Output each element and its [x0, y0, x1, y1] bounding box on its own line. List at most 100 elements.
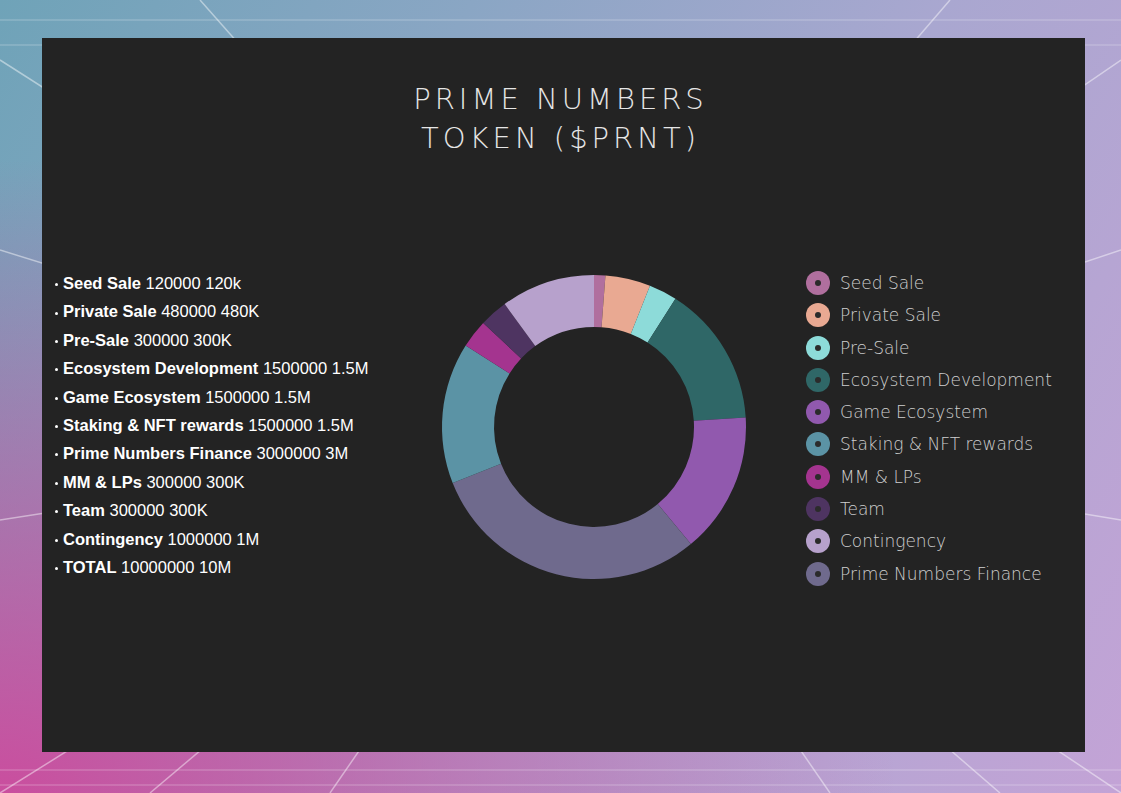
- glow: [0, 0, 1121, 793]
- row-amount: 300000: [134, 331, 189, 349]
- legend-swatch: [806, 303, 830, 327]
- row-short: 300K: [206, 473, 245, 491]
- legend-label: Contingency: [840, 531, 946, 551]
- row-name: Game Ecosystem: [63, 388, 201, 406]
- legend-swatch: [806, 529, 830, 553]
- legend-entry: MM & LPs: [805, 462, 1052, 494]
- legend-label: Ecosystem Development: [840, 370, 1052, 390]
- legend-entry: Seed Sale: [805, 268, 1052, 300]
- row-amount: 3000000: [257, 444, 321, 462]
- slice: [453, 464, 691, 579]
- row-amount: 1500000: [205, 388, 269, 406]
- list-row: Team 300000 300K: [55, 498, 368, 526]
- swatch-center: [815, 312, 821, 318]
- row-amount: 10000000: [121, 558, 194, 576]
- row-short: 300K: [193, 331, 232, 349]
- list-row: Ecosystem Development 1500000 1.5M: [55, 356, 368, 384]
- allocation-list: Seed Sale 120000 120kPrivate Sale 480000…: [55, 271, 368, 583]
- swatch-center: [815, 409, 821, 415]
- list-row: Seed Sale 120000 120k: [55, 271, 368, 299]
- row-name: MM & LPs: [63, 473, 142, 491]
- slices: [442, 275, 746, 579]
- legend-swatch: [806, 497, 830, 521]
- row-name: Ecosystem Development: [63, 359, 258, 377]
- legend-swatch: [806, 336, 830, 360]
- list-row: Staking & NFT rewards 1500000 1.5M: [55, 413, 368, 441]
- legend-label: Team: [840, 499, 885, 519]
- row-name: Staking & NFT rewards: [63, 416, 244, 434]
- list-row: Private Sale 480000 480K: [55, 299, 368, 327]
- row-name: Contingency: [63, 530, 163, 548]
- legend-swatch: [806, 271, 830, 295]
- row-short: 1.5M: [317, 416, 354, 434]
- legend-entry: Prime Numbers Finance: [805, 559, 1052, 591]
- legend-label: Pre-Sale: [840, 338, 910, 358]
- swatch-center: [815, 538, 821, 544]
- row-amount: 300000: [109, 501, 164, 519]
- bullet: [55, 312, 58, 315]
- legend-swatch: [806, 400, 830, 424]
- row-short: 3M: [325, 444, 348, 462]
- row-short: 1.5M: [332, 359, 369, 377]
- legend-entry: Team: [805, 494, 1052, 526]
- title: PRIME NUMBERS TOKEN ($PRNT): [0, 80, 1121, 158]
- bullet: [55, 453, 58, 456]
- legend-entry: Private Sale: [805, 300, 1052, 332]
- legend-entry: Game Ecosystem: [805, 397, 1052, 429]
- slice: [505, 275, 594, 346]
- bullet: [55, 397, 58, 400]
- row-short: 1.5M: [274, 388, 311, 406]
- bullet: [55, 567, 58, 570]
- row-name: Team: [63, 501, 105, 519]
- donut-chart: [0, 0, 1121, 793]
- legend-label: Private Sale: [840, 305, 941, 325]
- swatch-center: [815, 441, 821, 447]
- slice: [648, 299, 746, 421]
- legend-swatch: [806, 562, 830, 586]
- row-short: 300K: [169, 501, 208, 519]
- row-short: 480K: [221, 302, 260, 320]
- legend-swatch: [806, 465, 830, 489]
- grid-line-deco: [0, 770, 1121, 771]
- legend-entry: Staking & NFT rewards: [805, 429, 1052, 461]
- row-amount: 480000: [161, 302, 216, 320]
- legend-label: Seed Sale: [840, 273, 924, 293]
- row-name: Private Sale: [63, 302, 157, 320]
- grid-line-deco: [0, 20, 1121, 21]
- swatch-center: [815, 345, 821, 351]
- list-row: Game Ecosystem 1500000 1.5M: [55, 385, 368, 413]
- list-row: TOTAL 10000000 10M: [55, 555, 368, 583]
- bullet: [55, 425, 58, 428]
- row-short: 10M: [199, 558, 231, 576]
- row-name: TOTAL: [63, 558, 116, 576]
- list-row: MM & LPs 300000 300K: [55, 470, 368, 498]
- legend-swatch: [806, 432, 830, 456]
- bullet: [55, 340, 58, 343]
- legend-label: Staking & NFT rewards: [840, 434, 1033, 454]
- row-amount: 300000: [146, 473, 201, 491]
- row-short: 120k: [205, 274, 241, 292]
- legend: Seed Sale Private Sale Pre-Sale Ecosystem D…: [805, 268, 1052, 591]
- swatch-center: [815, 280, 821, 286]
- list-row: Contingency 1000000 1M: [55, 527, 368, 555]
- legend-entry: Pre-Sale: [805, 333, 1052, 365]
- bullet: [55, 482, 58, 485]
- bullet: [55, 368, 58, 371]
- row-amount: 120000: [146, 274, 201, 292]
- swatch-center: [815, 506, 821, 512]
- legend-label: Prime Numbers Finance: [840, 564, 1042, 584]
- row-amount: 1500000: [263, 359, 327, 377]
- row-name: Pre-Sale: [63, 331, 129, 349]
- row-amount: 1500000: [248, 416, 312, 434]
- swatch-center: [815, 377, 821, 383]
- row-short: 1M: [236, 530, 259, 548]
- legend-swatch: [806, 368, 830, 392]
- grid-line-deco: [0, 785, 1121, 786]
- bullet: [55, 510, 58, 513]
- legend-label: MM & LPs: [840, 467, 922, 487]
- bullet: [55, 283, 58, 286]
- bullet: [55, 539, 58, 542]
- list-row: Prime Numbers Finance 3000000 3M: [55, 441, 368, 469]
- row-amount: 1000000: [168, 530, 232, 548]
- row-name: Prime Numbers Finance: [63, 444, 252, 462]
